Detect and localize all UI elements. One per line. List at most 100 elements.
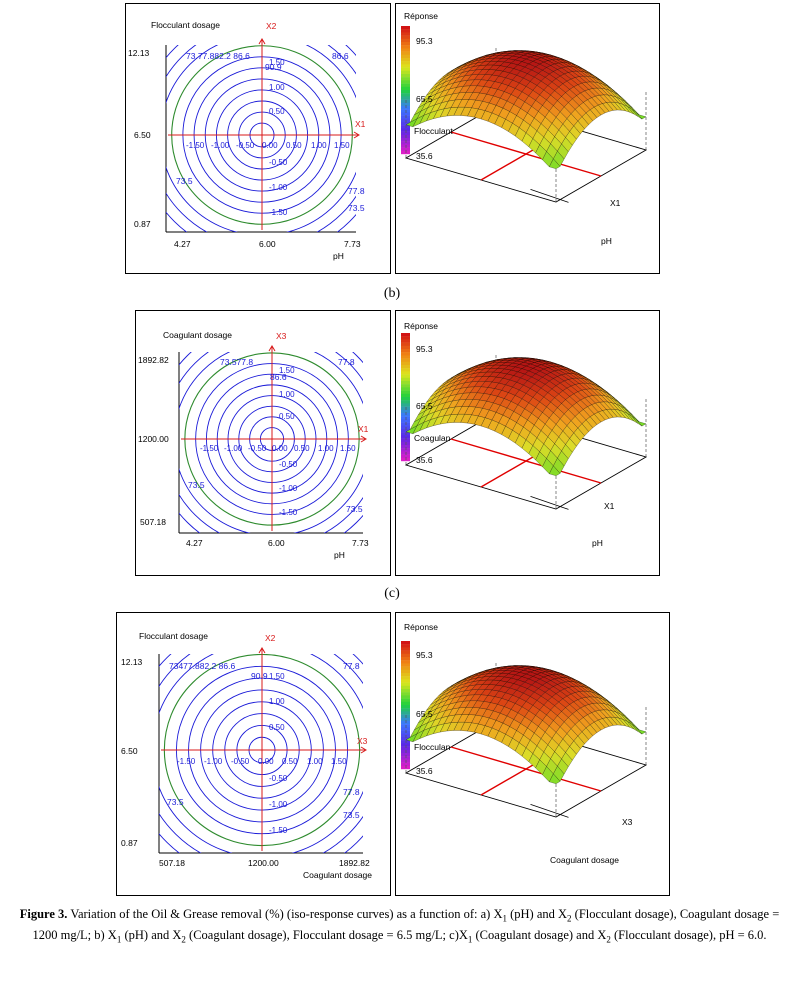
scale-segment [401,32,410,36]
coded-tick: -0.50 [269,158,288,167]
scale-segment [401,762,410,766]
scale-segment [401,422,410,426]
surface-axis-code: X1 [604,501,615,511]
x-axis-title: Coagulant dosage [303,870,372,880]
contour-label: 86.6 [332,51,349,61]
contour-lines [165,38,360,233]
coded-tick: -1.00 [269,183,288,192]
scale-segment [401,355,410,359]
scale-segment [401,727,410,731]
scale-segment [401,714,410,718]
coded-tick: -1.50 [269,826,288,835]
scale-segment [401,64,410,68]
scale-segment [401,377,410,382]
scale-segment [401,128,410,132]
x-axis-code: X1 [358,424,369,434]
scale-segment [401,438,410,442]
coded-tick: 0.50 [269,107,285,116]
scale-segment [401,381,410,385]
contour-label: 73.577.8 [220,357,253,367]
scale-segment [401,406,410,410]
coded-tick: 0.50 [294,444,310,453]
scale-segment [401,416,410,420]
scale-segment [401,749,410,754]
contour-label: 73.5 [348,203,365,213]
scale-segment [401,387,410,391]
scale-segment [401,685,410,690]
scale-segment [401,61,410,65]
scale-segment [401,692,410,696]
scale-max: 95.3 [416,650,433,660]
scale-segment [401,342,410,346]
coded-tick: -0.50 [248,444,267,453]
coded-tick: 0.00 [272,444,288,453]
scale-segment [401,358,410,362]
y-tick: 0.87 [121,838,138,848]
scale-segment [401,657,410,661]
scale-segment [401,724,410,728]
surface-mesh [401,641,648,818]
caption-text: (pH) and X [121,927,182,942]
x-tick: 7.73 [344,239,361,249]
scale-segment [401,349,410,353]
subfigure-label: (c) [384,586,400,601]
scale-segment [401,641,410,645]
scale-segment [401,451,410,455]
scale-segment [401,365,410,369]
caption-sub: 1 [467,934,473,944]
scale-segment [401,676,410,680]
contour-label: 73.5 [343,810,360,820]
y-axis-title: Flocculant dosage [139,631,208,641]
caption-sub: 2 [181,934,186,944]
surface-axis-name: pH [592,538,603,548]
scale-segment [401,698,410,702]
x-tick: 7.73 [352,538,369,548]
caption-text: (Coagulant dosage) and X [472,927,607,942]
surface-svg-1: Réponse 95.3 65.5 35.6 Flocculant X1 pH [401,11,648,246]
scale-segment [401,743,410,747]
scale-segment [401,122,410,126]
coded-tick: 1.00 [318,444,334,453]
contour-label: 77.8 [338,357,355,367]
scale-segment [401,70,410,75]
surface-cell [630,723,642,735]
coded-tick: 0.00 [262,141,278,150]
y-tick: 507.18 [140,517,166,527]
scale-segment [401,644,410,648]
scale-segment [401,650,410,654]
coded-tick: -1.50 [186,141,205,150]
scale-segment [401,86,410,91]
contour-label: 90.9 [251,671,268,681]
scale-segment [401,150,410,155]
scale-segment [401,400,410,404]
scale-segment [401,445,410,449]
surface-axis-line [530,804,569,818]
surface-cell [405,733,418,742]
scale-segment [401,708,410,712]
scale-segment [401,705,410,709]
coded-tick: -1.00 [269,800,288,809]
scale-segment [401,74,410,78]
surface-cell [630,108,642,120]
caption-sub: 2 [606,934,611,944]
caption-text: Variation of the Oil & Grease removal (%… [70,907,503,921]
scale-segment [401,80,410,84]
caption-text: (Flocculant dosage), Coagulant dosage = … [32,907,780,942]
scale-segment [401,374,410,378]
scale-segment [401,393,410,398]
scale-segment [401,138,410,142]
contour-label: 73.5 [188,480,205,490]
scale-segment [401,689,410,693]
contour-plot-3: Flocculant dosage 12.13 6.50 0.87 507.18… [116,612,391,896]
axis-arrow [268,345,276,352]
scale-segment [401,753,410,757]
scale-segment [401,733,410,738]
scale-segment [401,83,410,87]
scale-segment [401,35,410,39]
coded-tick: 1.50 [331,757,347,766]
contour-lines [158,647,367,854]
caption-text: (pH) and X [506,907,568,921]
scale-segment [401,352,410,356]
coded-tick: -0.50 [236,141,255,150]
coded-tick: 1.50 [269,58,285,67]
